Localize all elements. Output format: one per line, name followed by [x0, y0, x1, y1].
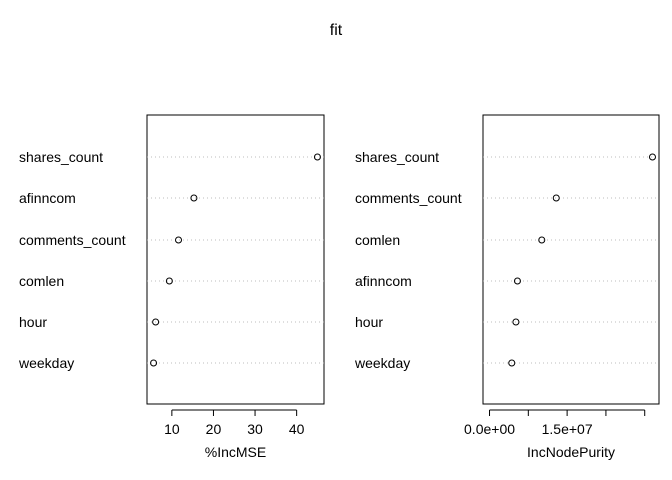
tick-label: 40 — [289, 421, 305, 437]
category-label: shares_count — [19, 149, 103, 165]
x-axis: 0.0e+00 1.5e+07 IncNodePurity — [464, 409, 646, 460]
x-axis-label: %IncMSE — [205, 444, 266, 460]
category-label: afinncom — [355, 273, 412, 289]
data-point — [165, 277, 173, 285]
x-axis-label: IncNodePurity — [527, 444, 615, 460]
data-point — [513, 277, 521, 285]
category-label: comments_count — [355, 190, 462, 206]
data-point — [512, 318, 520, 326]
category-label: afinncom — [19, 190, 76, 206]
category-label: weekday — [18, 355, 74, 371]
data-point — [538, 236, 546, 244]
tick-label: 30 — [247, 421, 263, 437]
data-point — [152, 318, 160, 326]
tick-label: 1.5e+07 — [542, 421, 593, 437]
data-point — [175, 236, 183, 244]
plot-box — [146, 114, 325, 405]
x-axis: 10 20 30 40 %IncMSE — [164, 409, 305, 460]
plot-title: fit — [330, 22, 343, 39]
category-label: comlen — [19, 273, 64, 289]
data-point — [508, 359, 516, 367]
category-label: shares_count — [355, 149, 439, 165]
category-label: hour — [19, 314, 47, 330]
category-label: hour — [355, 314, 383, 330]
tick-label: 0.0e+00 — [464, 421, 515, 437]
plot-box — [482, 114, 660, 405]
data-point — [150, 359, 158, 367]
tick-label: 10 — [164, 421, 180, 437]
data-point — [552, 194, 560, 202]
data-point — [648, 153, 656, 161]
tick-label: 20 — [206, 421, 222, 437]
category-label: comlen — [355, 232, 400, 248]
data-point — [313, 153, 321, 161]
category-label: comments_count — [19, 232, 126, 248]
category-label: weekday — [354, 355, 410, 371]
data-point — [190, 194, 198, 202]
dotchart-panel-1: shares_count afinncom comments_countcomlen… — [18, 114, 325, 460]
